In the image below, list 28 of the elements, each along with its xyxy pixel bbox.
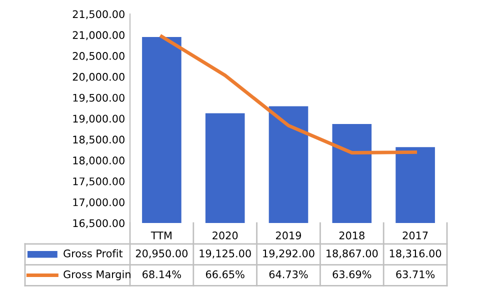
x-tick-label: 2020 (212, 232, 238, 240)
y-tick-label: 19,500.00 (73, 94, 124, 103)
x-tick-label: 2017 (402, 232, 428, 240)
x-tick-label: 2019 (276, 232, 302, 240)
y-tick-label: 18,000.00 (73, 156, 124, 166)
y-tick-label: 20,000.00 (72, 72, 124, 82)
y-tick-label: 21,500.00 (72, 10, 124, 20)
data-label: 63.71% (396, 270, 435, 278)
y-tick-label: 20,500.00 (72, 52, 124, 61)
data-label: 63.69% (332, 270, 372, 278)
y-tick-label: 19,000.00 (73, 114, 124, 124)
legend-label: Gross Margin (64, 270, 130, 280)
y-tick-label: 17,000.00 (73, 198, 124, 208)
data-label: 18,316.00 (390, 249, 442, 258)
y-tick-label: 21,000.00 (72, 31, 124, 40)
data-label: 66.65% (206, 270, 244, 278)
data-label: 19,292.00 (263, 249, 314, 258)
data-label: 18,867.00 (326, 249, 378, 258)
y-tick-label: 18,500.00 (73, 136, 124, 145)
y-tick-label: 16,500.00 (73, 219, 124, 228)
x-tick-label: TTM (150, 232, 172, 240)
legend-label: Gross Profit (64, 249, 123, 258)
x-tick-label: 2018 (339, 232, 364, 240)
y-tick-label: 17,500.00 (73, 177, 124, 186)
data-label: 68.14% (142, 270, 181, 278)
data-label: 19,125.00 (200, 249, 251, 258)
data-label: 20,950.00 (136, 249, 188, 258)
data-label: 64.73% (269, 270, 308, 278)
